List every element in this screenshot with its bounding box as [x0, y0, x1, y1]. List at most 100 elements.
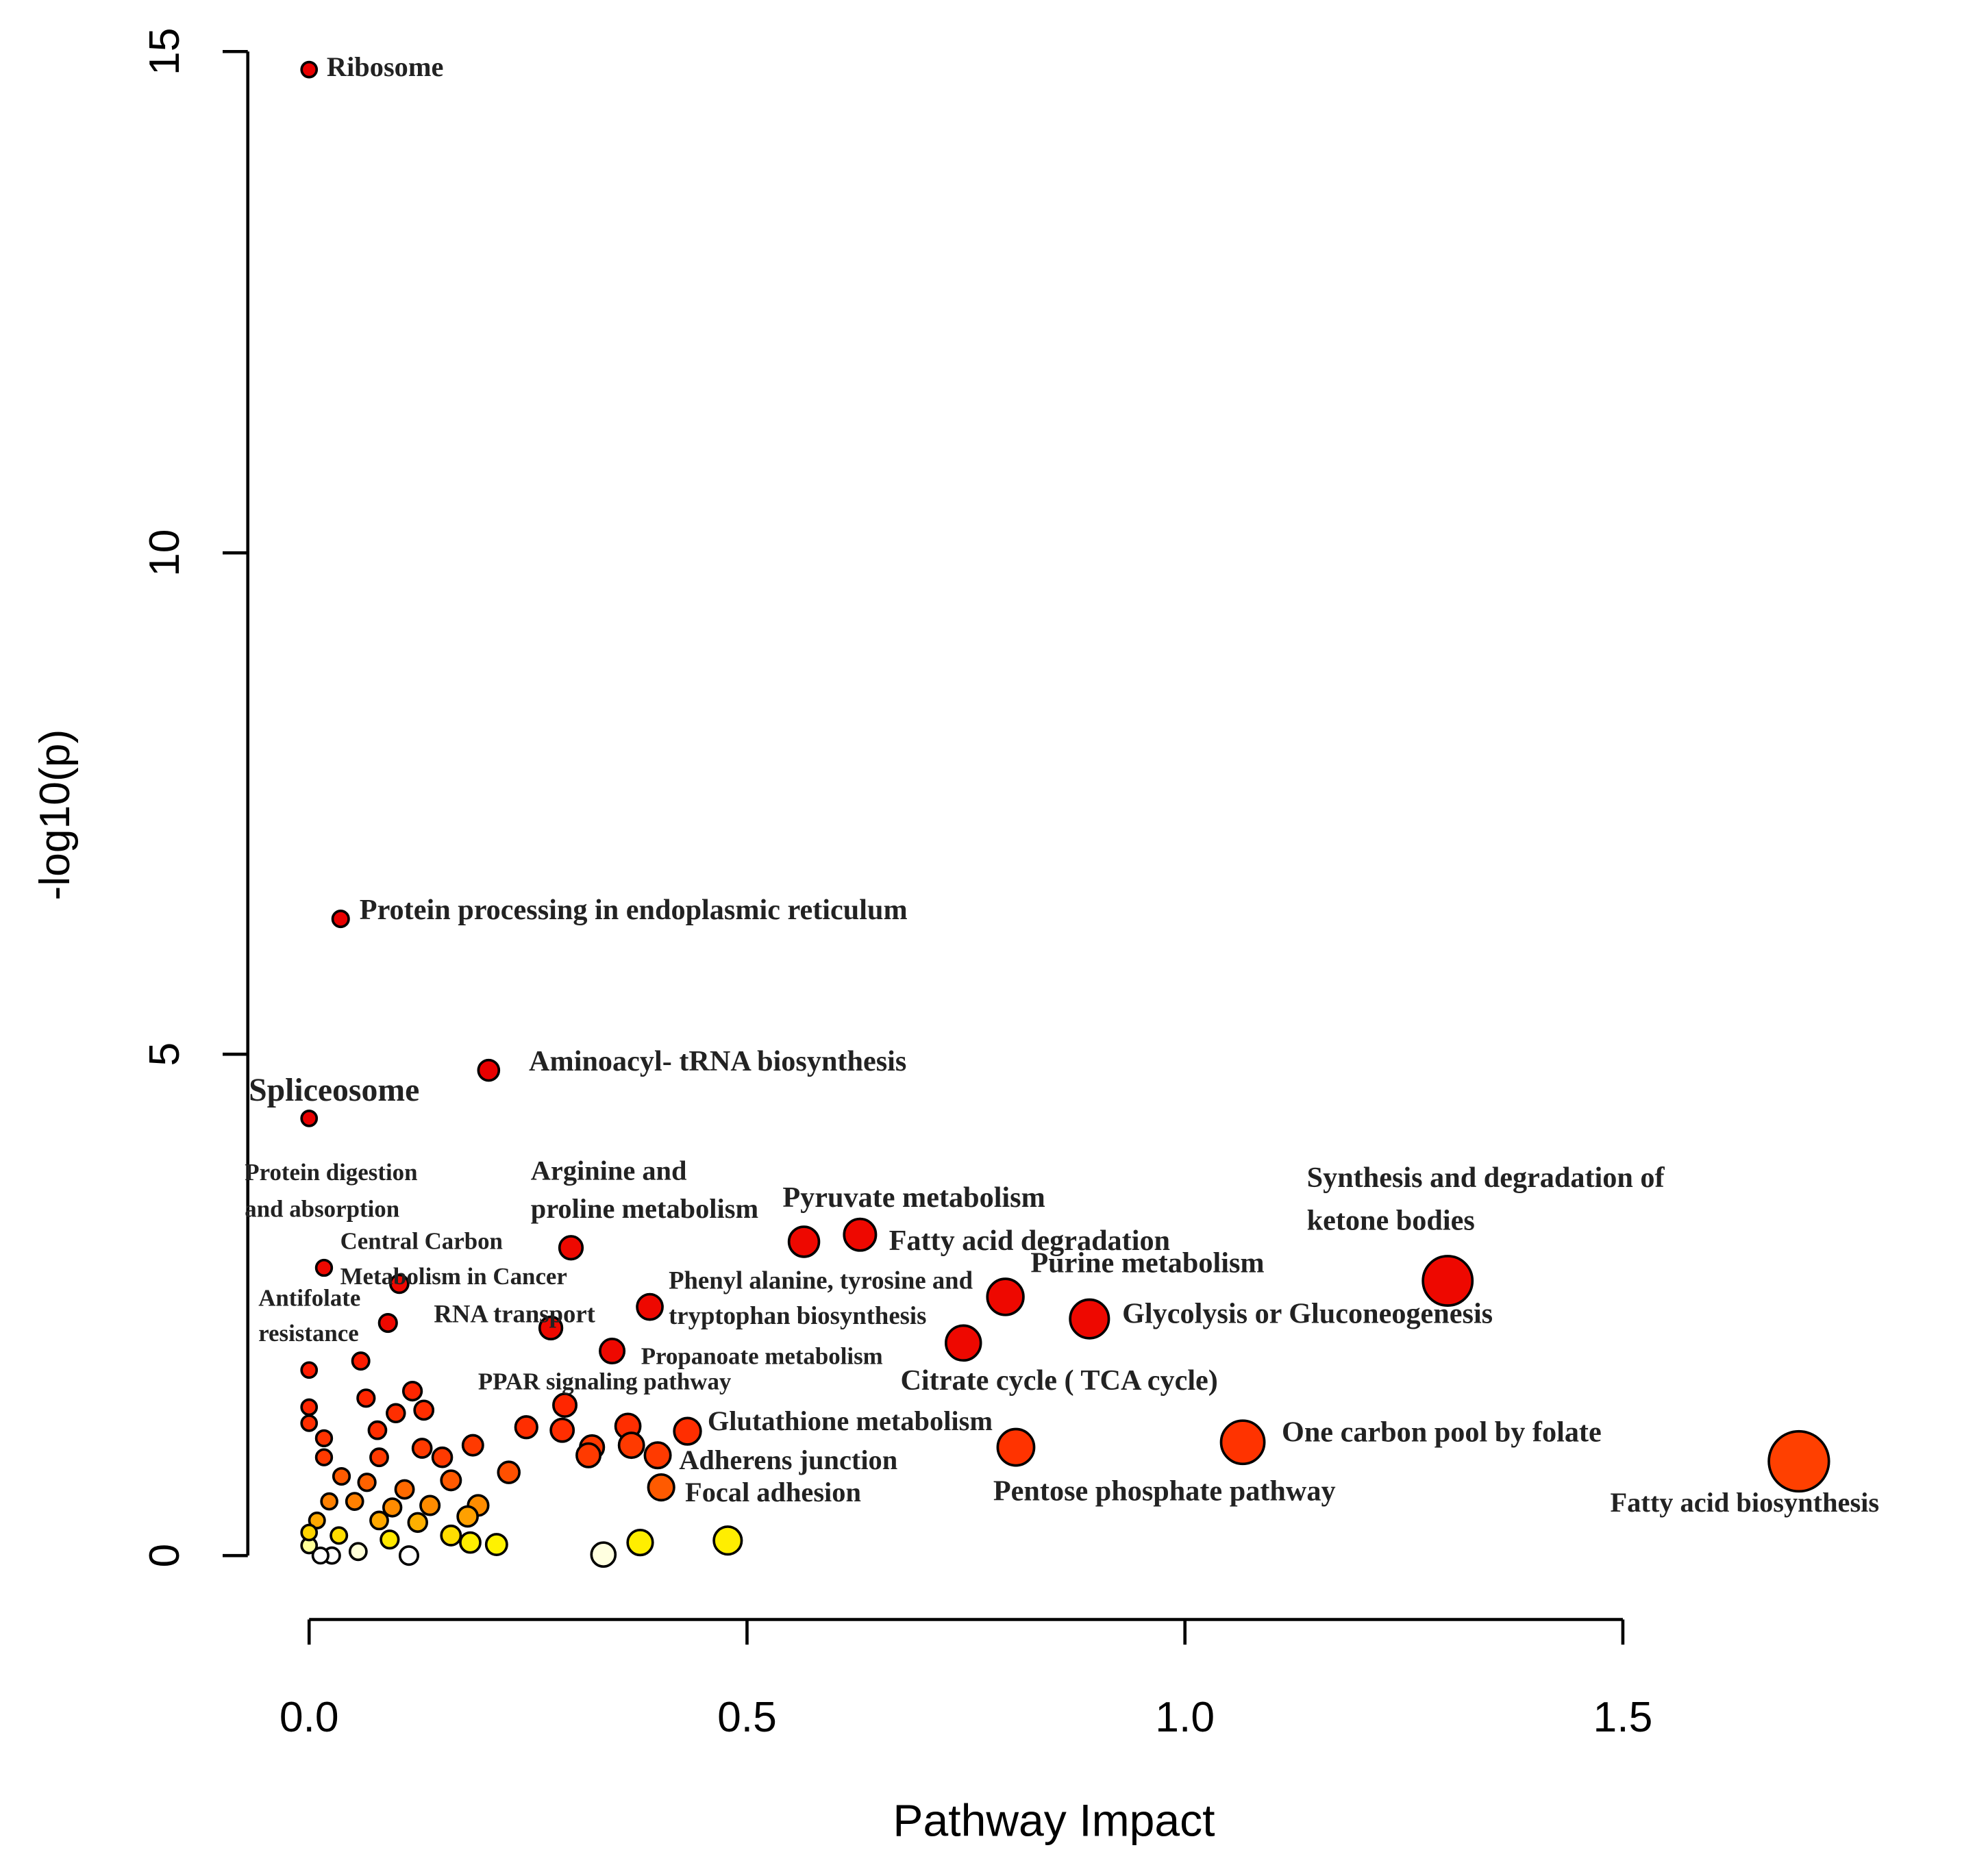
- point: [300, 1110, 319, 1127]
- point-label: Fatty acid biosynthesis: [1611, 1487, 1880, 1518]
- point: [636, 1292, 664, 1321]
- point: [311, 1547, 330, 1565]
- point: [456, 1505, 479, 1528]
- point-label: Pentose phosphate pathway: [993, 1475, 1336, 1508]
- x-tick-label: 1.0: [1155, 1694, 1215, 1741]
- point-label: RNA transport: [434, 1300, 595, 1328]
- point: [419, 1494, 441, 1516]
- point: [514, 1415, 538, 1440]
- point-label: tryptophan biosynthesis: [669, 1301, 926, 1329]
- point: [575, 1442, 602, 1468]
- point: [552, 1392, 578, 1418]
- point-label: Ribosome: [327, 51, 443, 82]
- point: [1069, 1298, 1110, 1340]
- point: [300, 1414, 319, 1432]
- point-label: Antifolate: [258, 1284, 360, 1311]
- point: [477, 1058, 501, 1082]
- point: [1219, 1419, 1266, 1466]
- point: [647, 1473, 675, 1502]
- point: [314, 1258, 334, 1277]
- point: [538, 1315, 564, 1341]
- point: [431, 1446, 454, 1468]
- point-label: Citrate cycle ( TCA cycle): [900, 1364, 1217, 1397]
- point: [356, 1388, 376, 1408]
- point-label: ketone bodies: [1307, 1204, 1475, 1236]
- point-label: Purine metabolism: [1030, 1247, 1264, 1279]
- point: [440, 1524, 462, 1547]
- point: [308, 1511, 326, 1529]
- y-tick-label: 0: [141, 1544, 188, 1568]
- point-label: Synthesis and degradation of: [1307, 1162, 1665, 1194]
- point: [843, 1217, 878, 1252]
- y-tick-label: 10: [141, 529, 188, 577]
- point: [497, 1460, 521, 1484]
- x-tick-label: 0.5: [717, 1694, 777, 1741]
- point: [413, 1399, 435, 1421]
- point-label: Phenyl alanine, tyrosine and: [669, 1266, 973, 1295]
- point: [369, 1447, 389, 1468]
- point: [401, 1380, 423, 1402]
- point: [300, 1398, 319, 1416]
- point-label: Protein digestion: [245, 1159, 417, 1186]
- point: [389, 1273, 410, 1295]
- point: [382, 1497, 403, 1518]
- point: [345, 1492, 364, 1511]
- point: [673, 1416, 702, 1446]
- point: [549, 1417, 575, 1443]
- point: [348, 1542, 368, 1562]
- point: [617, 1431, 645, 1460]
- point: [484, 1533, 508, 1557]
- point: [590, 1541, 617, 1568]
- point: [459, 1531, 482, 1554]
- point-label: Central Carbon: [340, 1228, 503, 1255]
- point: [643, 1441, 672, 1470]
- point: [398, 1545, 420, 1566]
- point: [461, 1434, 484, 1457]
- point-label: Aminoacyl- tRNA biosynthesis: [529, 1045, 906, 1077]
- point: [440, 1469, 462, 1492]
- point: [330, 1526, 349, 1545]
- point-label: and absorption: [245, 1195, 399, 1222]
- point-label: One carbon pool by folate: [1282, 1416, 1602, 1448]
- point: [407, 1512, 428, 1534]
- point: [351, 1351, 371, 1371]
- point: [380, 1529, 400, 1550]
- y-tick-label: 5: [141, 1042, 188, 1066]
- point: [411, 1438, 433, 1459]
- point-label: Arginine and: [531, 1155, 687, 1186]
- point: [712, 1525, 743, 1556]
- point-label: Pyruvate metabolism: [782, 1181, 1045, 1214]
- point: [386, 1403, 406, 1424]
- point: [320, 1492, 338, 1511]
- point: [300, 1523, 319, 1542]
- point: [331, 910, 350, 929]
- point-label: Protein processing in endoplasmic reticu…: [360, 894, 908, 926]
- point-label: Metabolism in Cancer: [340, 1263, 567, 1290]
- y-axis-title: -log10(p): [32, 729, 79, 901]
- point: [787, 1225, 821, 1258]
- point: [394, 1479, 415, 1500]
- point-label: Fatty acid degradation: [889, 1225, 1170, 1257]
- point: [367, 1420, 388, 1440]
- point: [314, 1448, 334, 1466]
- point-label: resistance: [258, 1320, 359, 1347]
- x-tick-label: 1.5: [1593, 1694, 1653, 1741]
- point-label: Glycolysis or Gluconeogenesis: [1122, 1298, 1493, 1330]
- point: [599, 1337, 626, 1365]
- point: [357, 1473, 377, 1492]
- point-label: Adherens junction: [679, 1444, 897, 1475]
- point-label: Propanoate metabolism: [641, 1343, 883, 1370]
- point: [944, 1324, 982, 1362]
- point-label: PPAR signaling pathway: [478, 1368, 732, 1395]
- point: [332, 1466, 351, 1486]
- point: [369, 1510, 389, 1531]
- point-label: Spliceosome: [249, 1072, 419, 1108]
- point: [1767, 1429, 1830, 1493]
- x-axis-title: Pathway Impact: [893, 1795, 1215, 1846]
- point-label: Glutathione metabolism: [708, 1405, 993, 1436]
- point: [377, 1312, 398, 1334]
- point: [300, 60, 319, 79]
- point: [300, 1361, 319, 1379]
- point: [1421, 1255, 1474, 1307]
